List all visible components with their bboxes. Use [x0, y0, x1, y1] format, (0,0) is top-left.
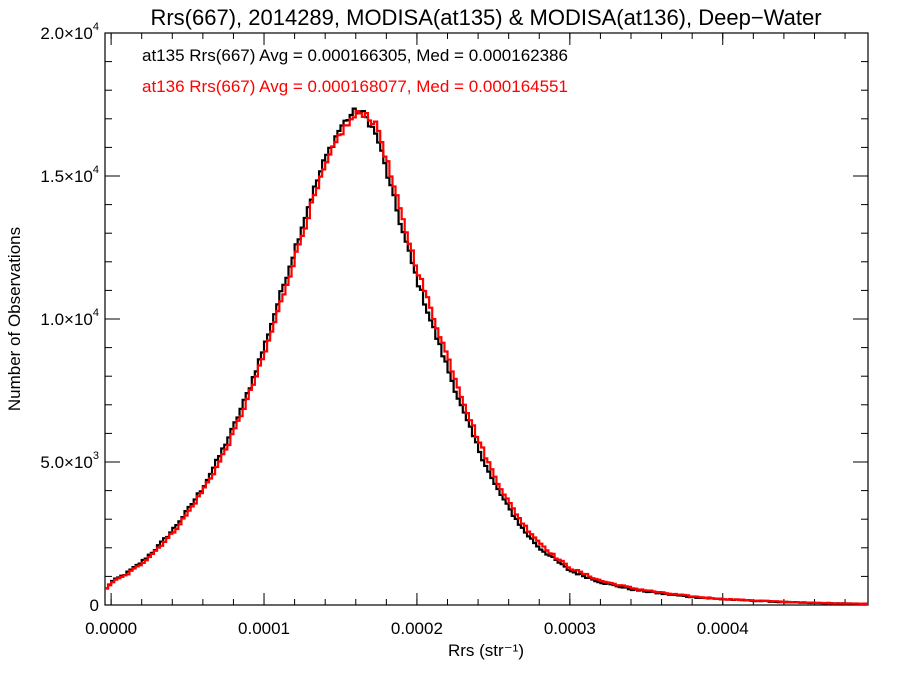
- chart-title: Rrs(667), 2014289, MODISA(at135) & MODIS…: [150, 5, 821, 30]
- annotation-at136: at136 Rrs(667) Avg = 0.000168077, Med = …: [142, 77, 568, 96]
- y-tick-label: 1.5×104: [40, 164, 99, 186]
- series-lines: [105, 107, 868, 606]
- y-tick-label: 2.0×104: [40, 21, 99, 43]
- x-tick-label: 0.0003: [544, 619, 596, 638]
- y-axis-label: Number of Observations: [5, 227, 24, 411]
- y-tick-mantissa: 2.0×10: [40, 24, 92, 43]
- series-at136-line: [105, 110, 868, 606]
- y-tick-label: 0: [90, 596, 99, 615]
- y-tick-exponent: 4: [93, 21, 99, 33]
- x-tick-label: 0.0001: [238, 619, 290, 638]
- y-tick-exponent: 4: [93, 307, 99, 319]
- y-tick-mantissa: 1.0×10: [40, 310, 92, 329]
- y-tick-label: 5.0×103: [40, 450, 99, 472]
- y-tick-mantissa: 5.0×10: [40, 453, 92, 472]
- x-tick-label: 0.0002: [391, 619, 443, 638]
- x-tick-label: 0.0004: [697, 619, 749, 638]
- y-tick-mantissa: 0: [90, 596, 99, 615]
- y-tick-mantissa: 1.5×10: [40, 167, 92, 186]
- y-tick-exponent: 4: [93, 164, 99, 176]
- x-tick-label: 0.0000: [85, 619, 137, 638]
- x-tick-labels: 0.0000 0.0001 0.0002 0.0003 0.0004: [85, 619, 749, 638]
- y-tick-label: 1.0×104: [40, 307, 99, 329]
- axis-ticks: [105, 32, 868, 606]
- series-at135-line: [105, 107, 868, 606]
- x-axis-label: Rrs (str⁻¹): [448, 641, 524, 660]
- annotation-at135: at135 Rrs(667) Avg = 0.000166305, Med = …: [142, 46, 568, 65]
- plot-frame: [104, 32, 869, 606]
- y-tick-exponent: 3: [93, 450, 99, 462]
